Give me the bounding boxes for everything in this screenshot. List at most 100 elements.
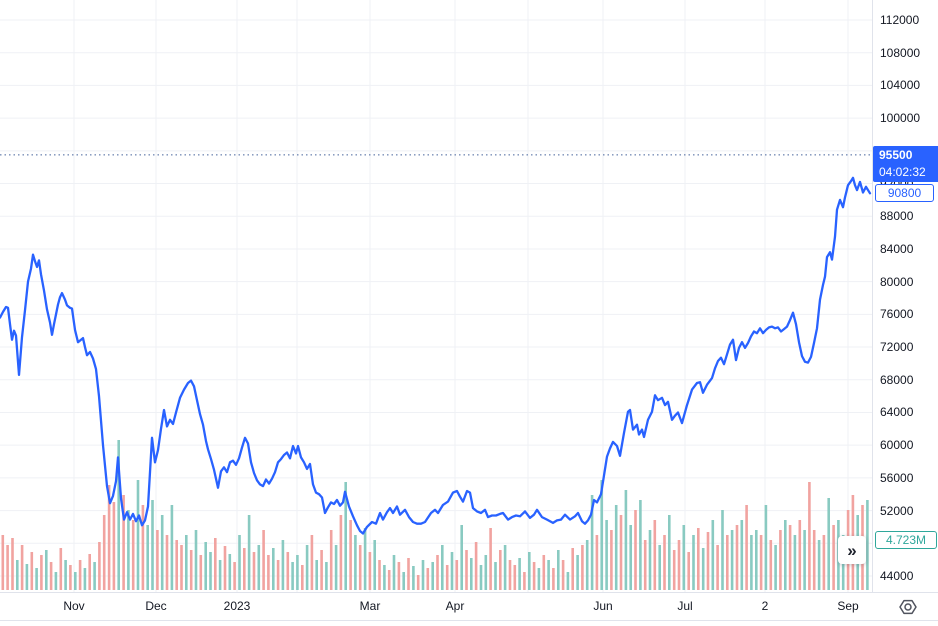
- volume-bar: [474, 542, 478, 590]
- volume-bar: [484, 555, 488, 590]
- volume-bar: [262, 530, 265, 590]
- volume-bar: [610, 530, 613, 590]
- volume-bar: [706, 532, 710, 590]
- volume-bar: [218, 560, 222, 590]
- volume-bar: [146, 525, 149, 590]
- volume-bar: [165, 535, 169, 590]
- volume-bar: [209, 552, 212, 590]
- volume-bar: [600, 480, 603, 590]
- volume-bar: [866, 500, 869, 590]
- volume-value-badge: 4.723M: [875, 531, 937, 549]
- volume-bar: [808, 482, 811, 590]
- volume-bar: [470, 558, 473, 590]
- volume-bar: [730, 530, 734, 590]
- volume-bar: [788, 525, 792, 590]
- volume-bar: [450, 552, 454, 590]
- volume-bar: [59, 548, 63, 590]
- volume-bar: [639, 500, 642, 590]
- volume-bar: [421, 560, 425, 590]
- volume-bar: [518, 558, 521, 590]
- volume-bar: [643, 540, 647, 590]
- volume-bar: [344, 482, 347, 590]
- price-line-series: [0, 176, 872, 535]
- volume-bar: [523, 572, 526, 590]
- volume-bar: [102, 515, 106, 590]
- double-chevron-right-icon: »: [847, 540, 857, 560]
- price-tick-label: 60000: [880, 438, 914, 453]
- volume-bar: [160, 515, 164, 590]
- volume-bar: [74, 572, 77, 590]
- price-tick-label: 56000: [880, 470, 914, 485]
- price-chart-plot[interactable]: [0, 0, 872, 592]
- volume-bar: [576, 555, 579, 590]
- gear-icon[interactable]: [897, 596, 919, 618]
- volume-bar: [54, 572, 58, 590]
- price-axis[interactable]: 4400048000520005600060000640006800072000…: [872, 0, 938, 592]
- price-tick-label: 44000: [880, 569, 914, 583]
- volume-bar: [373, 540, 376, 590]
- volume-bar: [93, 562, 96, 590]
- volume-bar: [629, 525, 632, 590]
- go-to-realtime-button[interactable]: »: [838, 536, 866, 564]
- volume-bar: [528, 552, 531, 590]
- volume-bar: [634, 510, 637, 590]
- volume-bar: [445, 565, 449, 590]
- volume-bar: [296, 555, 299, 590]
- volume-bar: [682, 525, 686, 590]
- volume-bar: [252, 552, 256, 590]
- volume-bar: [412, 566, 415, 590]
- price-tick-label: 112000: [880, 13, 920, 27]
- volume-bar: [233, 562, 236, 590]
- volume-bar: [310, 535, 314, 590]
- volume-bar: [170, 505, 174, 590]
- volume-bar: [194, 530, 198, 590]
- volume-bar: [11, 538, 14, 590]
- price-tick-label: 52000: [880, 503, 914, 518]
- volume-bar: [40, 555, 43, 590]
- volume-bar: [127, 510, 130, 590]
- volume-bar: [571, 548, 574, 590]
- volume-bar: [107, 485, 111, 590]
- volume-bar: [455, 560, 459, 590]
- volume-bar: [658, 545, 661, 590]
- volume-bar: [827, 498, 830, 590]
- volume-bar: [798, 520, 802, 590]
- volume-bar: [286, 552, 290, 590]
- volume-bar: [358, 545, 362, 590]
- volume-bar: [339, 515, 343, 590]
- volume-bar: [779, 530, 782, 590]
- volume-bar: [460, 525, 463, 590]
- volume-bar: [624, 490, 628, 590]
- volume-bar: [276, 560, 280, 590]
- volume-bar: [325, 562, 328, 590]
- last-price-value: 95500: [879, 147, 913, 162]
- volume-bar: [832, 525, 835, 590]
- volume-bar: [721, 510, 724, 590]
- volume-bar: [185, 535, 188, 590]
- time-axis[interactable]: Nov Dec 2023 Mar Apr Jun Jul 2 Sep: [0, 592, 938, 621]
- volume-bar: [320, 550, 323, 590]
- volume-bar: [726, 535, 729, 590]
- volume-bar: [368, 552, 372, 590]
- volume-bar: [503, 545, 507, 590]
- volume-bar: [668, 515, 671, 590]
- time-tick-label: Dec: [145, 599, 167, 613]
- volume-bar: [595, 535, 599, 590]
- volume-bar: [692, 535, 695, 590]
- volume-bar: [614, 505, 618, 590]
- time-tick-label: Jul: [677, 599, 693, 613]
- volume-bar: [436, 555, 439, 590]
- volume-bar: [64, 560, 67, 590]
- volume-bar: [745, 505, 748, 590]
- volume-bar: [561, 560, 565, 590]
- volume-bar: [49, 562, 53, 590]
- price-tick-label: 84000: [880, 241, 914, 256]
- volume-bar: [508, 560, 512, 590]
- volume-bar: [387, 570, 391, 590]
- volume-bar: [25, 564, 29, 590]
- volume-bar: [378, 560, 381, 590]
- volume-bar: [716, 545, 719, 590]
- volume-bar: [803, 530, 806, 590]
- volume-bar: [189, 550, 193, 590]
